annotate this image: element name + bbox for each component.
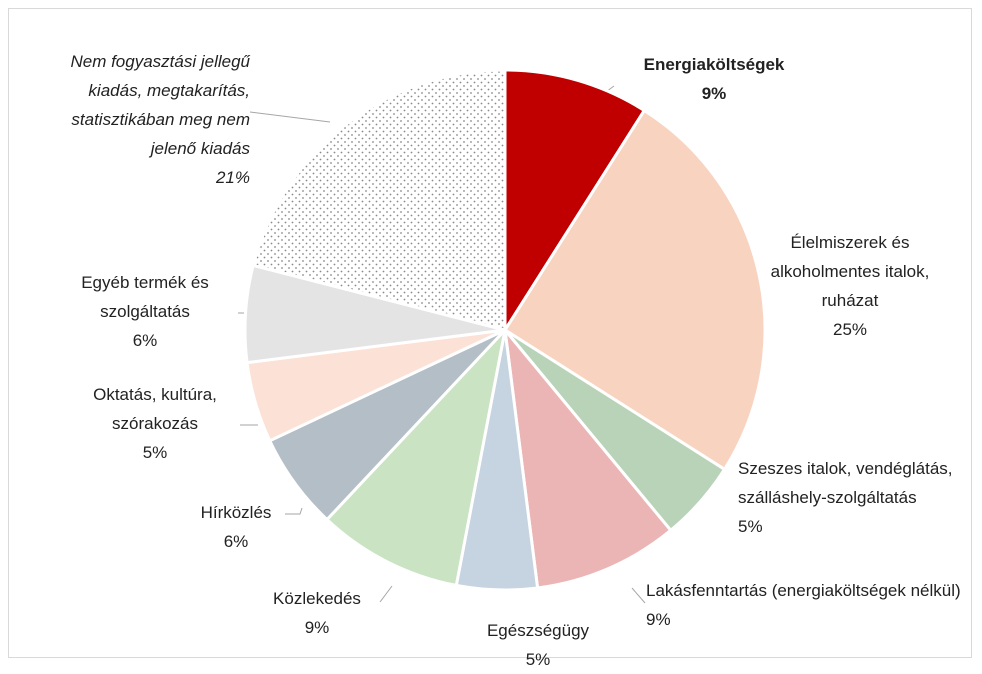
value-label: 9% bbox=[304, 618, 330, 637]
leader-lines bbox=[238, 85, 760, 604]
pie-slice bbox=[502, 325, 673, 590]
leader-line bbox=[249, 111, 331, 123]
pie-slice bbox=[502, 108, 767, 472]
pie-slice bbox=[503, 68, 647, 336]
category-name: Oktatás, kultúra, szórakozás bbox=[93, 385, 217, 433]
value-label: 6% bbox=[223, 532, 249, 551]
category-name: Közlekedés bbox=[273, 589, 361, 608]
slice-label: Szeszes italok, vendéglátás, szálláshely… bbox=[738, 454, 970, 541]
chart-frame bbox=[8, 8, 972, 658]
value-label: 5% bbox=[525, 650, 551, 669]
value-label: 21% bbox=[215, 168, 250, 187]
leader-line bbox=[631, 587, 646, 604]
slice-label: Nem fogyasztási jellegű kiadás, megtakar… bbox=[64, 47, 250, 192]
slice-label: Energiaköltségek 9% bbox=[604, 50, 824, 108]
category-name: Nem fogyasztási jellegű kiadás, megtakar… bbox=[70, 52, 250, 158]
category-name: Egyéb termék és szolgáltatás bbox=[81, 273, 209, 321]
category-name: Lakásfenntartás (energiaköltségek nélkül… bbox=[646, 581, 961, 600]
value-label: 6% bbox=[132, 331, 158, 350]
leader-line bbox=[379, 585, 393, 603]
leader-line bbox=[285, 507, 303, 515]
value-label: 25% bbox=[832, 320, 868, 339]
value-label: 9% bbox=[701, 84, 727, 103]
slice-label: Egyéb termék és szolgáltatás 6% bbox=[50, 268, 240, 355]
category-name: Energiaköltségek bbox=[643, 55, 785, 74]
pie-slice bbox=[251, 68, 507, 332]
slice-label: Élelmiszerek és alkoholmentes italok, ru… bbox=[770, 228, 930, 344]
category-name: Élelmiszerek és alkoholmentes italok, ru… bbox=[770, 233, 930, 310]
value-label: 5% bbox=[142, 443, 168, 462]
slice-label: Egészségügy 5% bbox=[468, 616, 608, 674]
pie-slice bbox=[324, 325, 508, 588]
slice-label: Hírközlés 6% bbox=[188, 498, 284, 556]
slice-label: Lakásfenntartás (energiaköltségek nélkül… bbox=[646, 576, 976, 634]
slice-label: Közlekedés 9% bbox=[262, 584, 372, 642]
category-name: Hírközlés bbox=[200, 503, 272, 522]
category-name: Szeszes italok, vendéglátás, szálláshely… bbox=[738, 459, 953, 507]
category-name: Egészségügy bbox=[486, 621, 590, 640]
value-label: 5% bbox=[738, 517, 763, 536]
value-label: 9% bbox=[646, 610, 671, 629]
slice-label: Oktatás, kultúra, szórakozás 5% bbox=[60, 380, 250, 467]
